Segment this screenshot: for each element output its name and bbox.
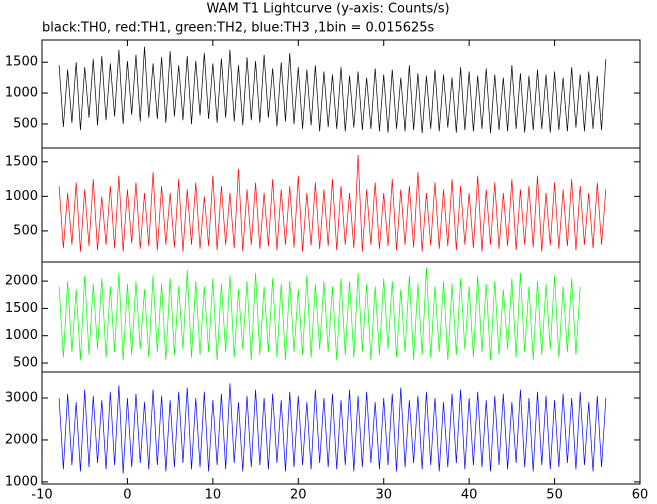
chart-title: WAM T1 Lightcurve (y-axis: Counts/s) bbox=[206, 2, 449, 17]
y-tick-label: 2000 bbox=[5, 274, 38, 289]
series-line bbox=[58, 383, 607, 474]
y-tick-label: 1000 bbox=[5, 86, 38, 101]
x-tick-label: 40 bbox=[461, 488, 478, 503]
x-tick-label: 10 bbox=[205, 488, 222, 503]
y-tick-label: 500 bbox=[13, 116, 38, 131]
series-line bbox=[58, 46, 607, 134]
x-tick-label: 50 bbox=[546, 488, 563, 503]
x-tick-label: 20 bbox=[290, 488, 307, 503]
x-tick-label: -10 bbox=[31, 488, 52, 503]
series-line bbox=[58, 154, 607, 252]
y-tick-label: 1500 bbox=[5, 301, 38, 316]
y-tick-label: 1000 bbox=[5, 474, 38, 489]
x-tick-label: 60 bbox=[632, 488, 649, 503]
y-tick-label: 500 bbox=[13, 355, 38, 370]
y-tick-label: 1500 bbox=[5, 55, 38, 70]
y-tick-label: 2000 bbox=[5, 432, 38, 447]
chart-subtitle: black:TH0, red:TH1, green:TH2, blue:TH3 … bbox=[42, 21, 435, 36]
x-tick-label: 0 bbox=[123, 488, 131, 503]
y-tick-label: 1000 bbox=[5, 189, 38, 204]
y-tick-label: 1500 bbox=[5, 154, 38, 169]
y-tick-label: 500 bbox=[13, 223, 38, 238]
x-tick-label: 30 bbox=[375, 488, 392, 503]
y-tick-label: 3000 bbox=[5, 391, 38, 406]
panel-frame bbox=[41, 371, 641, 485]
y-tick-label: 1000 bbox=[5, 328, 38, 343]
series-line bbox=[58, 267, 581, 361]
